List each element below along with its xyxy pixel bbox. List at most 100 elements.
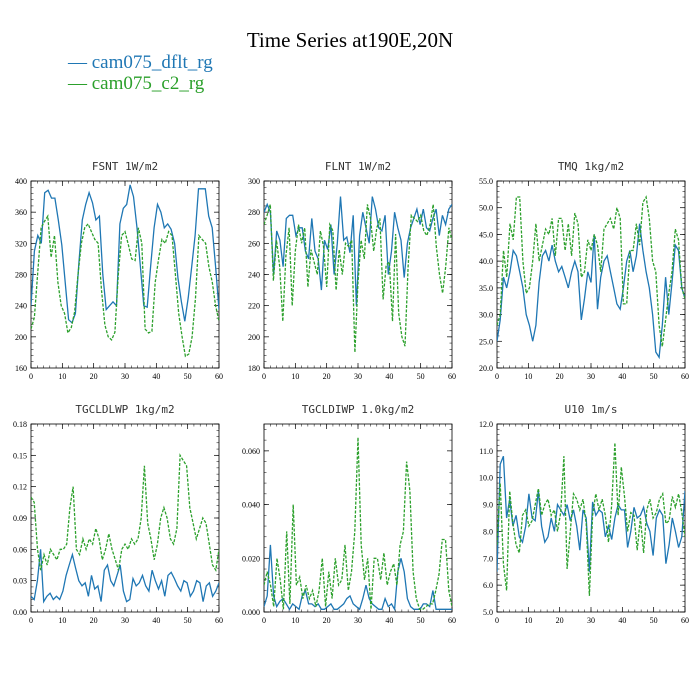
y-tick-label: 9.0 <box>483 501 493 510</box>
y-tick-label: 55.0 <box>479 177 493 186</box>
x-tick-label: 0 <box>29 616 33 625</box>
series-line-cam075_dflt_rg <box>497 455 685 572</box>
y-tick-label: 260 <box>248 239 260 248</box>
panel-fsnt: FSNT 1W/m2 0 10 20 30 40 50 60 160 200 240 280 320 36… <box>15 160 223 381</box>
panel-title-tgcldlwp: TGCLDLWP 1kg/m2 <box>75 403 174 416</box>
x-tick-label: 0 <box>495 616 499 625</box>
plot-frame <box>30 423 220 613</box>
y-tick-label: 400 <box>15 177 27 186</box>
x-tick-label: 60 <box>215 616 223 625</box>
legend-entry-dflt: — cam075_dflt_rg <box>68 52 213 73</box>
y-tick-label: 0.040 <box>242 501 260 510</box>
y-tick-label: 10.0 <box>479 474 493 483</box>
y-tick-label: 11.0 <box>479 447 493 456</box>
y-tick-label: 0.06 <box>13 545 27 554</box>
x-tick-label: 40 <box>152 372 160 381</box>
panel-title-u10: U10 1m/s <box>565 403 618 416</box>
y-tick-label: 200 <box>248 333 260 342</box>
x-tick-label: 20 <box>556 372 564 381</box>
panel-tmq: TMQ 1kg/m2 0 10 20 30 40 50 60 20.0 25.0 30.0 35.0 4… <box>479 160 689 381</box>
series-line-cam075_c2_rg <box>31 453 219 573</box>
y-tick-label: 180 <box>248 364 260 373</box>
panel-tgcldlwp: TGCLDLWP 1kg/m2 0 10 20 30 40 50 60 0.00 0.03 0.06… <box>13 403 223 625</box>
y-tick-label: 0.18 <box>13 420 27 429</box>
y-tick-label: 0.12 <box>13 483 27 492</box>
x-tick-label: 50 <box>184 616 192 625</box>
x-tick-label: 30 <box>121 372 129 381</box>
panel-tgcldiwp: TGCLDIWP 1.0kg/m2 0 10 20 30 40 50 60 0.000 0.020… <box>242 403 456 625</box>
y-tick-label: 35.0 <box>479 284 493 293</box>
x-tick-label: 20 <box>90 616 98 625</box>
y-tick-label: 6.0 <box>483 581 493 590</box>
legend-entry-c2: — cam075_c2_rg <box>68 73 205 94</box>
series-line-cam075_c2_rg <box>264 204 452 353</box>
x-tick-label: 50 <box>184 372 192 381</box>
x-tick-label: 60 <box>448 372 456 381</box>
x-tick-label: 60 <box>215 372 223 381</box>
x-tick-label: 0 <box>29 372 33 381</box>
y-tick-label: 280 <box>15 271 27 280</box>
x-tick-label: 10 <box>58 372 66 381</box>
y-tick-label: 30.0 <box>479 311 493 320</box>
series-line-cam075_c2_rg <box>497 442 685 596</box>
y-tick-label: 8.0 <box>483 527 493 536</box>
panel-title-tmq: TMQ 1kg/m2 <box>558 160 624 173</box>
y-tick-label: 12.0 <box>479 420 493 429</box>
x-tick-label: 40 <box>618 372 626 381</box>
y-tick-label: 320 <box>15 239 27 248</box>
x-tick-label: 30 <box>354 372 362 381</box>
x-tick-label: 0 <box>495 372 499 381</box>
x-tick-label: 60 <box>681 372 689 381</box>
panel-u10: U10 1m/s 0 10 20 30 40 50 60 5.0 6.0 7.0 8.0 9.0 10.0… <box>479 403 689 625</box>
x-tick-label: 20 <box>90 372 98 381</box>
y-tick-label: 0.03 <box>13 577 27 586</box>
series-line-cam075_dflt_rg <box>31 184 219 324</box>
y-tick-label: 5.0 <box>483 608 493 617</box>
series-line-cam075_dflt_rg <box>497 223 685 360</box>
y-tick-label: 45.0 <box>479 230 493 239</box>
x-tick-label: 10 <box>291 616 299 625</box>
y-tick-label: 0.020 <box>242 554 260 563</box>
y-tick-label: 0.000 <box>242 608 260 617</box>
y-tick-label: 360 <box>15 208 27 217</box>
x-tick-label: 20 <box>323 616 331 625</box>
y-tick-label: 300 <box>248 177 260 186</box>
panel-title-fsnt: FSNT 1W/m2 <box>92 160 158 173</box>
panel-title-tgcldiwp: TGCLDIWP 1.0kg/m2 <box>302 403 415 416</box>
x-tick-label: 0 <box>262 616 266 625</box>
x-tick-label: 60 <box>681 616 689 625</box>
y-tick-label: 7.0 <box>483 554 493 563</box>
x-tick-label: 10 <box>524 372 532 381</box>
y-tick-label: 0.15 <box>13 451 27 460</box>
series-line-cam075_dflt_rg <box>31 549 219 604</box>
x-tick-label: 0 <box>262 372 266 381</box>
y-tick-label: 220 <box>248 302 260 311</box>
y-tick-label: 160 <box>15 364 27 373</box>
x-tick-label: 40 <box>385 372 393 381</box>
x-tick-label: 50 <box>650 372 658 381</box>
series-line-cam075_c2_rg <box>497 195 685 347</box>
x-tick-label: 20 <box>323 372 331 381</box>
x-tick-label: 50 <box>417 616 425 625</box>
y-tick-label: 0.060 <box>242 447 260 456</box>
x-tick-label: 30 <box>587 616 595 625</box>
y-tick-label: 240 <box>248 271 260 280</box>
panel-title-flnt: FLNT 1W/m2 <box>325 160 391 173</box>
x-tick-label: 10 <box>58 616 66 625</box>
x-tick-label: 10 <box>524 616 532 625</box>
y-tick-label: 280 <box>248 208 260 217</box>
x-tick-label: 30 <box>587 372 595 381</box>
y-tick-label: 20.0 <box>479 364 493 373</box>
x-tick-label: 40 <box>385 616 393 625</box>
x-tick-label: 30 <box>121 616 129 625</box>
x-tick-label: 50 <box>650 616 658 625</box>
y-tick-label: 0.00 <box>13 608 27 617</box>
y-tick-label: 200 <box>15 333 27 342</box>
series-line-cam075_dflt_rg <box>264 544 452 612</box>
y-tick-label: 25.0 <box>479 337 493 346</box>
panel-flnt: FLNT 1W/m2 0 10 20 30 40 50 60 180 200 220 240 260 28… <box>248 160 456 381</box>
x-tick-label: 30 <box>354 616 362 625</box>
series-line-cam075_dflt_rg <box>264 196 452 306</box>
x-tick-label: 50 <box>417 372 425 381</box>
y-tick-label: 40.0 <box>479 257 493 266</box>
